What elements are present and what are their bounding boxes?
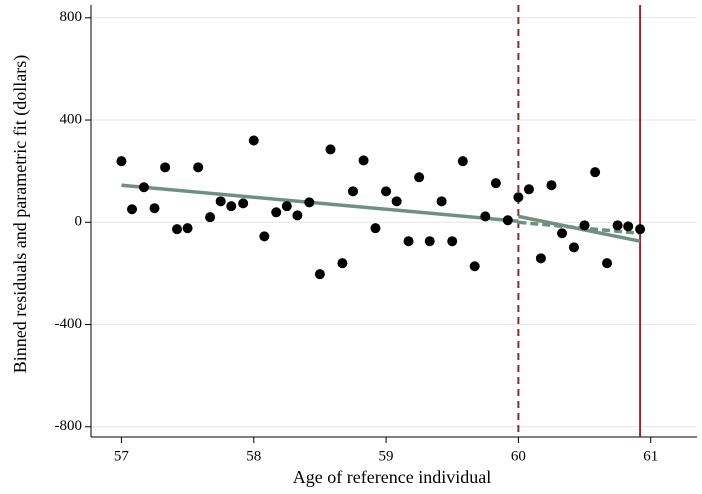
point	[457, 156, 468, 167]
point	[281, 201, 292, 212]
point	[635, 224, 646, 235]
point	[182, 223, 193, 234]
point	[149, 203, 160, 214]
y-tick-label: 0	[75, 214, 83, 230]
point	[226, 201, 237, 212]
point	[238, 198, 249, 209]
point	[292, 210, 303, 221]
point	[337, 258, 348, 269]
point	[304, 197, 315, 208]
x-axis-title: Age of reference individual	[293, 467, 491, 487]
point	[424, 236, 435, 247]
x-tick-label: 61	[643, 448, 658, 464]
point	[447, 236, 458, 247]
point	[546, 180, 557, 191]
point	[116, 156, 127, 167]
point	[502, 215, 513, 226]
point	[623, 221, 634, 232]
point	[490, 178, 501, 189]
point	[535, 253, 546, 264]
point	[557, 228, 568, 239]
point	[469, 261, 480, 272]
point	[612, 220, 623, 231]
fit-line	[518, 220, 641, 236]
point	[138, 182, 149, 193]
y-tick-label: -400	[55, 316, 83, 332]
point	[314, 269, 325, 280]
point	[347, 186, 358, 197]
point	[513, 192, 524, 203]
y-tick-label: 400	[60, 111, 83, 127]
point	[259, 231, 270, 242]
point	[358, 155, 369, 166]
point	[602, 258, 613, 269]
point	[370, 223, 381, 234]
point	[414, 172, 425, 183]
point	[403, 236, 414, 247]
point	[160, 162, 171, 173]
point	[205, 212, 216, 223]
point	[271, 207, 282, 218]
point	[391, 196, 402, 207]
point	[172, 224, 183, 235]
y-tick-label: 800	[60, 9, 83, 25]
x-tick-label: 60	[511, 448, 526, 464]
point	[248, 135, 259, 146]
y-axis-title: Binned residuals and parametric fit (dol…	[10, 55, 31, 373]
point	[215, 196, 226, 207]
point	[590, 167, 601, 178]
point	[480, 211, 491, 222]
point	[436, 196, 447, 207]
y-tick-label: -800	[55, 418, 83, 434]
point	[325, 144, 336, 155]
point	[523, 184, 534, 195]
point	[568, 242, 579, 253]
x-tick-label: 57	[114, 448, 130, 464]
point	[127, 204, 138, 215]
point	[193, 162, 204, 173]
fit-line	[121, 183, 519, 223]
point	[579, 220, 590, 231]
x-tick-label: 59	[379, 448, 394, 464]
point	[381, 186, 392, 197]
x-tick-label: 58	[246, 448, 261, 464]
